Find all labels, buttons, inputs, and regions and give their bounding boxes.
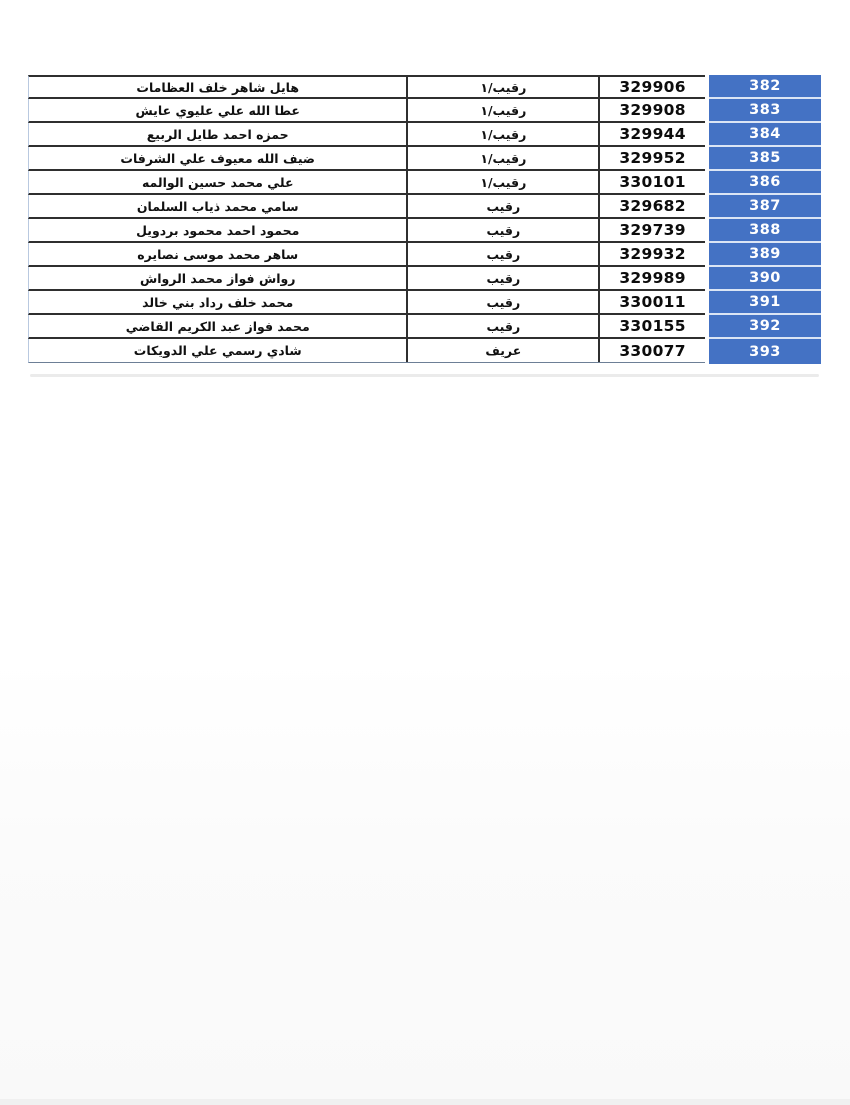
row-number-cell: 385: [709, 147, 821, 171]
row-main: محمد فواز عبد الكريم القاضي رقيب 330155: [28, 315, 705, 339]
rank-cell: رقيب/١: [408, 147, 601, 169]
row-main: شادي رسمي علي الدويكات عريف 330077: [28, 339, 705, 363]
rank-cell: رقيب: [408, 315, 601, 337]
name-cell: عطا الله علي عليوي عايش: [29, 99, 409, 121]
rank-cell: رقيب/١: [408, 99, 601, 121]
service-number-cell: 330077: [619, 341, 686, 360]
name-cell: رواش فواز محمد الرواش: [29, 267, 409, 289]
row-main: هايل شاهر خلف العظامات رقيب/١ 329906: [28, 75, 705, 99]
row-number-cell: 384: [709, 123, 821, 147]
rank-cell: عريف: [408, 339, 601, 362]
table-shadow: [30, 374, 819, 377]
page-lower-tint: [0, 660, 850, 1105]
row-main: ضيف الله معيوف علي الشرفات رقيب/١ 329952: [28, 147, 705, 171]
service-number-cell: 329989: [619, 269, 686, 287]
service-number-cell: 329906: [619, 78, 686, 96]
service-number-cell: 330155: [619, 317, 686, 335]
rank-cell: رقيب: [408, 195, 601, 217]
name-cell: ضيف الله معيوف علي الشرفات: [29, 147, 409, 169]
row-main: محمود احمد محمود بردويل رقيب 329739: [28, 219, 705, 243]
rank-cell: رقيب: [408, 243, 601, 265]
service-number-cell: 329739: [619, 221, 686, 239]
service-number-cell: 330101: [619, 173, 686, 191]
rank-cell: رقيب/١: [408, 171, 601, 193]
row-number-cell: 383: [709, 99, 821, 123]
name-cell: محمد فواز عبد الكريم القاضي: [29, 315, 409, 337]
page-bottom-edge: [0, 1099, 850, 1105]
table-row: محمد فواز عبد الكريم القاضي رقيب 330155 …: [28, 315, 821, 339]
rank-cell: رقيب: [408, 219, 601, 241]
name-cell: سامي محمد ذياب السلمان: [29, 195, 409, 217]
row-main: عطا الله علي عليوي عايش رقيب/١ 329908: [28, 99, 705, 123]
name-cell: شادي رسمي علي الدويكات: [29, 339, 409, 362]
service-number-cell: 329952: [619, 149, 686, 167]
table-row: هايل شاهر خلف العظامات رقيب/١ 329906 382: [28, 75, 821, 99]
row-number-cell: 392: [709, 315, 821, 339]
rank-cell: رقيب: [408, 291, 601, 313]
row-number-cell: 390: [709, 267, 821, 291]
row-number-cell: 387: [709, 195, 821, 219]
name-cell: ساهر محمد موسى نصايره: [29, 243, 409, 265]
name-cell: حمزه احمد طايل الربيع: [29, 123, 409, 145]
row-number-cell: 389: [709, 243, 821, 267]
service-number-cell: 329944: [619, 125, 686, 143]
row-number-cell: 382: [709, 75, 821, 99]
table-row: رواش فواز محمد الرواش رقيب 329989 390: [28, 267, 821, 291]
name-cell: محمود احمد محمود بردويل: [29, 219, 409, 241]
table-row: سامي محمد ذياب السلمان رقيب 329682 387: [28, 195, 821, 219]
table-row: حمزه احمد طايل الربيع رقيب/١ 329944 384: [28, 123, 821, 147]
name-cell: محمد خلف رداد بني خالد: [29, 291, 409, 313]
table-row: ساهر محمد موسى نصايره رقيب 329932 389: [28, 243, 821, 267]
table-row: ضيف الله معيوف علي الشرفات رقيب/١ 329952…: [28, 147, 821, 171]
personnel-table: هايل شاهر خلف العظامات رقيب/١ 329906 382…: [28, 75, 821, 364]
service-number-cell: 330011: [619, 293, 686, 311]
table-row: شادي رسمي علي الدويكات عريف 330077 393: [28, 339, 821, 364]
table-row: علي محمد حسين الوالمه رقيب/١ 330101 386: [28, 171, 821, 195]
name-cell: هايل شاهر خلف العظامات: [29, 77, 409, 97]
rank-cell: رقيب: [408, 267, 601, 289]
table-row: عطا الله علي عليوي عايش رقيب/١ 329908 38…: [28, 99, 821, 123]
rank-cell: رقيب/١: [408, 77, 601, 97]
row-number-cell: 393: [709, 339, 821, 364]
row-number-cell: 386: [709, 171, 821, 195]
name-cell: علي محمد حسين الوالمه: [29, 171, 409, 193]
row-main: محمد خلف رداد بني خالد رقيب 330011: [28, 291, 705, 315]
service-number-cell: 329932: [619, 245, 686, 263]
table-row: محمد خلف رداد بني خالد رقيب 330011 391: [28, 291, 821, 315]
service-number-cell: 329682: [619, 197, 686, 215]
row-main: حمزه احمد طايل الربيع رقيب/١ 329944: [28, 123, 705, 147]
row-main: سامي محمد ذياب السلمان رقيب 329682: [28, 195, 705, 219]
service-number-cell: 329908: [619, 101, 686, 119]
rank-cell: رقيب/١: [408, 123, 601, 145]
row-main: علي محمد حسين الوالمه رقيب/١ 330101: [28, 171, 705, 195]
row-number-cell: 388: [709, 219, 821, 243]
row-main: ساهر محمد موسى نصايره رقيب 329932: [28, 243, 705, 267]
row-main: رواش فواز محمد الرواش رقيب 329989: [28, 267, 705, 291]
table-row: محمود احمد محمود بردويل رقيب 329739 388: [28, 219, 821, 243]
row-number-cell: 391: [709, 291, 821, 315]
